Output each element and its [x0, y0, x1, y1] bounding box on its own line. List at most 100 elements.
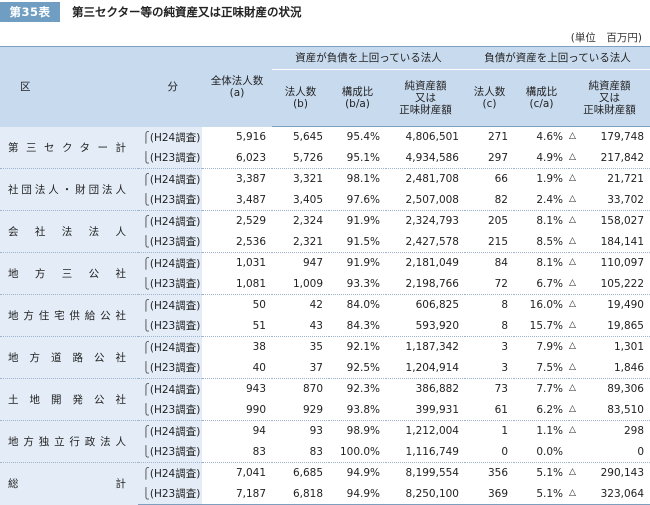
survey-year-label: (H24調査) — [149, 173, 201, 186]
brace-icon: ⎧ — [142, 425, 150, 438]
cell-b-ratio: 93.8% — [346, 403, 380, 416]
cell-c-net: △ 290,143 — [569, 462, 650, 484]
cell-b-net: 2,198,766 — [405, 277, 459, 290]
cell-c-count: 3 — [501, 361, 508, 374]
cell-b-net: 2,427,578 — [405, 235, 459, 248]
negative-triangle-icon: △ — [569, 215, 576, 226]
cell-b-count: 42 — [272, 294, 329, 316]
row-survey-year: ⎩(H23調査) — [138, 315, 202, 337]
cell-total: 38 — [202, 336, 272, 358]
cell-c-count: 82 — [494, 193, 508, 206]
cell-b-ratio: 95.1% — [346, 151, 380, 164]
header-c-count: 法人数 (c) — [465, 69, 514, 127]
row-survey-year: ⎩(H23調査) — [138, 357, 202, 379]
cell-b-net: 399,931 — [415, 403, 459, 416]
row-category-label: 総計 — [8, 478, 126, 491]
row-survey-year: ⎧(H24調査) — [138, 336, 202, 358]
survey-year-label: (H24調査) — [149, 131, 201, 144]
brace-icon: ⎩ — [142, 404, 150, 417]
table-title-bar: 第35表 第三セクター等の純資産又は正味財産の状況 — [0, 0, 650, 24]
row-survey-year: ⎩(H23調査) — [138, 441, 202, 463]
table-row: ⎩(H23調査) 990 929 93.8% 399,931 61 6.2% △ 83,510 — [0, 399, 650, 421]
cell-c-count: 215 — [487, 235, 508, 248]
cell-b-ratio: 92.5% — [346, 361, 380, 374]
brace-icon: ⎩ — [142, 320, 150, 333]
cell-c-net-value: 33,702 — [607, 193, 644, 206]
cell-c-ratio: 6.7% — [536, 277, 563, 290]
brace-icon: ⎩ — [142, 278, 150, 291]
survey-year-label: (H23調査) — [149, 488, 201, 501]
row-survey-year: ⎧(H24調査) — [138, 294, 202, 316]
cell-b-count: 5,645 — [292, 131, 323, 144]
table-row: 地方三公社 ⎧(H24調査) 1,031 947 91.9% 2,181,049 84 8.1… — [0, 252, 650, 295]
row-category: 土地開発公社 — [0, 378, 138, 421]
cell-c-net-value: 323,064 — [600, 487, 644, 500]
negative-triangle-icon: △ — [569, 131, 576, 142]
cell-c-net: 0 — [569, 442, 650, 463]
cell-total: 1,031 — [202, 252, 272, 274]
header-c-net: 純資産額 又は 正味財産額 — [569, 69, 650, 127]
cell-c-net-value: 1,846 — [613, 361, 644, 374]
cell-b-ratio: 91.9% — [329, 252, 386, 274]
row-survey-year: ⎩(H23調査) — [138, 231, 202, 253]
negative-triangle-icon: △ — [569, 403, 576, 414]
cell-c-ratio: 8.1% — [514, 210, 569, 232]
cell-total: 2,536 — [235, 235, 266, 248]
row-survey-year: ⎩(H23調査) — [138, 273, 202, 295]
table-title: 第三セクター等の純資産又は正味財産の状況 — [72, 5, 302, 19]
survey-year-label: (H23調査) — [149, 446, 201, 459]
row-survey-year: ⎧(H24調査) — [138, 420, 202, 442]
cell-b-count: 43 — [309, 319, 323, 332]
cell-total: 943 — [202, 378, 272, 400]
header-c-ratio: 構成比 (c/a) — [514, 69, 569, 127]
row-category-label: 土地開発公社 — [8, 394, 126, 406]
row-category-label: 社団法人・財団法人 — [8, 184, 126, 196]
cell-total: 50 — [202, 294, 272, 316]
table-row: ⎩(H23調査) 3,487 3,405 97.6% 2,507,008 82 2.4% △ 3… — [0, 189, 650, 211]
cell-total: 7,041 — [202, 462, 272, 484]
survey-year-label: (H23調査) — [149, 320, 201, 333]
unit-label: (単位 百万円) — [570, 32, 642, 44]
cell-c-count: 369 — [465, 483, 514, 505]
cell-b-count: 93 — [272, 420, 329, 442]
cell-c-ratio: 5.1% — [514, 483, 569, 505]
negative-triangle-icon: △ — [569, 383, 576, 394]
negative-triangle-icon: △ — [569, 487, 576, 498]
cell-c-ratio: 5.1% — [514, 462, 569, 484]
cell-c-count: 8 — [501, 319, 508, 332]
brace-icon: ⎧ — [142, 173, 150, 186]
cell-c-count: 271 — [487, 131, 508, 144]
table-row: ⎩(H23調査) 83 83 100.0% 1,116,749 0 0.0% 0 — [0, 441, 650, 463]
cell-c-ratio: 7.7% — [514, 378, 569, 400]
table-row: ⎩(H23調査) 51 43 84.3% 593,920 8 15.7% △ 19,865 — [0, 315, 650, 337]
cell-b-count: 6,685 — [272, 462, 329, 484]
cell-total: 5,916 — [235, 131, 266, 143]
table-row: 会社法法人 ⎧(H24調査) 2,529 2,324 91.9% 2,324,793 205… — [0, 210, 650, 253]
negative-triangle-icon: △ — [569, 361, 576, 372]
row-category-label: 地方三公社 — [8, 268, 126, 280]
cell-b-ratio: 84.3% — [346, 319, 380, 332]
cell-c-ratio: 7.9% — [514, 336, 569, 358]
table-row: 土地開発公社 ⎧(H24調査) 943 870 92.3% 386,882 73 7.7% △ 8… — [0, 378, 650, 421]
brace-icon: ⎩ — [142, 362, 150, 375]
header-ku: 区 — [20, 80, 31, 93]
row-survey-year: ⎧(H24調査) — [138, 168, 202, 190]
brace-icon: ⎧ — [142, 383, 150, 396]
cell-c-net-value: 1,301 — [613, 341, 644, 354]
cell-c-net: △ 21,721 — [569, 168, 650, 190]
row-survey-year: ⎩(H23調査) — [138, 399, 202, 421]
cell-b-net: 4,934,586 — [405, 151, 459, 164]
cell-total: 7,187 — [202, 483, 272, 505]
data-table: 区 分 全体法人数 (a) 資産が負債を上回っている法人 負債が資産を上回ってい… — [0, 46, 650, 505]
cell-c-net-value: 89,306 — [607, 383, 644, 396]
brace-icon: ⎩ — [142, 446, 150, 459]
cell-c-net-value: 105,222 — [600, 277, 644, 290]
header-b-count: 法人数 (b) — [272, 69, 329, 127]
negative-triangle-icon: △ — [569, 151, 576, 162]
cell-total: 83 — [252, 445, 266, 458]
cell-c-count: 61 — [494, 403, 508, 416]
row-category: 地方道路公社 — [0, 336, 138, 379]
cell-c-net: △ 110,097 — [569, 252, 650, 274]
cell-c-count: 0 — [501, 445, 508, 458]
cell-c-net: △ 1,301 — [569, 336, 650, 358]
